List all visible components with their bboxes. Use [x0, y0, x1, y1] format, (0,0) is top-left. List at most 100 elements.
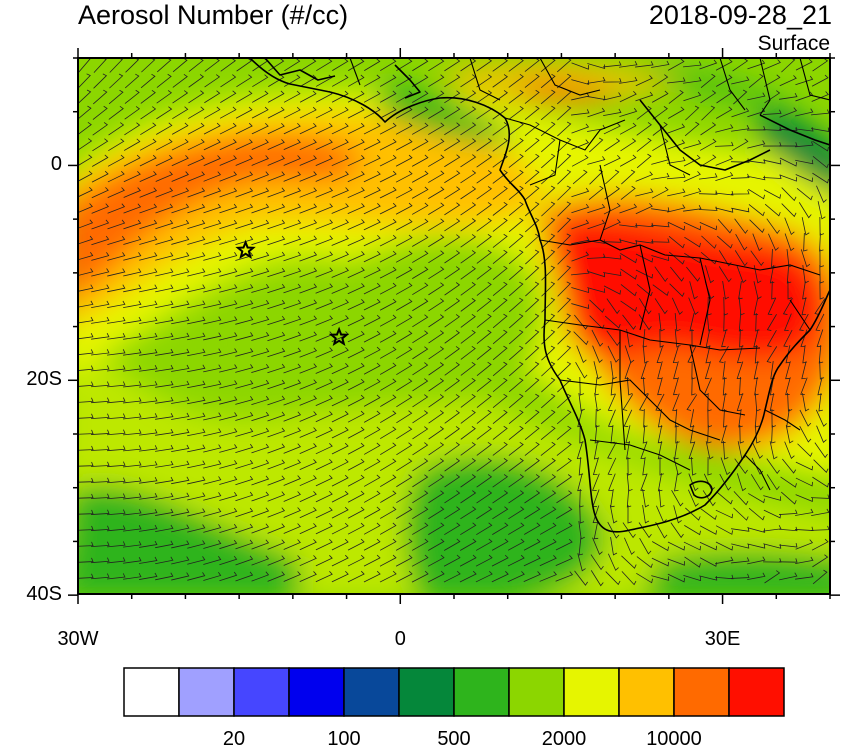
wind-barb	[155, 203, 174, 214]
lon-label: 30E	[704, 628, 741, 650]
wind-barb	[670, 522, 684, 539]
wind-barb	[635, 269, 653, 279]
wind-barb	[747, 543, 766, 549]
wind-barb	[106, 509, 126, 516]
wind-barb	[90, 509, 110, 515]
wind-barb	[78, 413, 94, 419]
wind-barb	[187, 252, 206, 261]
wind-barb	[219, 412, 238, 421]
wind-barb	[172, 74, 188, 88]
wind-barb	[604, 138, 621, 152]
wind-barb	[236, 74, 253, 88]
wind-barb	[380, 378, 397, 391]
wind-barb	[91, 170, 109, 183]
wind-barb	[444, 442, 461, 456]
wind-barb	[459, 554, 477, 567]
wind-barb	[707, 424, 712, 444]
wind-barb	[379, 314, 397, 327]
wind-barb	[235, 523, 254, 534]
wind-barb	[428, 490, 445, 504]
wind-barb	[283, 395, 302, 406]
wind-barb	[738, 312, 744, 332]
wind-barb	[508, 329, 524, 345]
wind-barb	[795, 108, 814, 117]
wind-barb	[701, 235, 717, 249]
wind-barb	[187, 540, 206, 549]
wind-barb	[541, 217, 556, 233]
wind-barb	[819, 280, 825, 300]
wind-barb	[460, 202, 477, 216]
wind-barb	[267, 331, 286, 342]
wind-barb	[251, 411, 270, 422]
wind-barb	[203, 122, 221, 135]
wind-barb	[651, 222, 670, 228]
wind-barb	[555, 571, 574, 582]
wind-barb	[140, 122, 157, 136]
wind-barb	[428, 506, 445, 520]
wind-barb	[778, 509, 798, 515]
wind-barb	[557, 345, 572, 361]
wind-barb	[705, 345, 711, 364]
wind-barb	[107, 235, 126, 246]
wind-barb	[395, 250, 413, 263]
wind-barb	[813, 459, 829, 474]
wind-barb	[267, 555, 286, 566]
wind-barb	[347, 426, 365, 439]
wind-barb	[90, 445, 110, 451]
wind-barb	[235, 427, 254, 437]
wind-barb	[156, 106, 173, 120]
wind-barb	[605, 169, 620, 185]
wind-barb	[722, 361, 727, 380]
wind-barb	[443, 570, 461, 583]
wind-barb	[795, 494, 813, 502]
colorbar-box	[728, 667, 785, 717]
wind-barb	[171, 155, 189, 167]
wind-barb	[107, 333, 126, 340]
wind-barb	[784, 441, 795, 460]
wind-barb	[363, 506, 381, 519]
wind-barb	[235, 219, 254, 230]
wind-barb	[571, 236, 590, 245]
wind-barb	[299, 523, 317, 535]
wind-barb	[90, 429, 110, 435]
wind-barb	[235, 475, 254, 486]
wind-barb	[587, 107, 606, 118]
wind-barb	[251, 443, 270, 454]
wind-barb	[283, 251, 302, 262]
wind-barb	[283, 523, 301, 534]
wind-barb	[283, 411, 302, 422]
wind-barb	[123, 154, 141, 167]
wind-barb	[219, 284, 238, 293]
wind-barb	[251, 347, 270, 357]
wind-barb	[620, 268, 637, 280]
wind-barb	[766, 329, 777, 347]
wind-barb	[635, 188, 654, 197]
wind-barb	[588, 185, 604, 200]
wind-barb	[187, 187, 206, 198]
colorbar-box	[233, 667, 290, 717]
wind-barb	[667, 123, 686, 134]
wind-barb	[187, 219, 206, 230]
wind-barb	[267, 507, 286, 518]
wind-barb	[411, 554, 429, 567]
wind-barb	[747, 527, 766, 533]
wind-barb	[139, 429, 158, 436]
wind-barb	[593, 521, 599, 540]
wind-barb	[396, 490, 413, 504]
wind-barb	[700, 90, 717, 104]
wind-barb	[555, 555, 573, 567]
wind-barb	[427, 538, 445, 551]
wind-barb	[331, 219, 349, 230]
wind-barb	[203, 428, 222, 437]
wind-barb	[540, 409, 556, 425]
wind-barb	[78, 397, 94, 403]
wind-barb	[754, 377, 759, 396]
wind-barb	[508, 201, 524, 217]
wind-barb	[251, 363, 270, 373]
wind-barb	[203, 364, 222, 373]
wind-barb	[714, 574, 734, 580]
wind-barb	[171, 572, 190, 581]
wind-barb	[524, 474, 541, 488]
wind-barb	[752, 233, 763, 252]
wind-barb	[607, 345, 620, 363]
